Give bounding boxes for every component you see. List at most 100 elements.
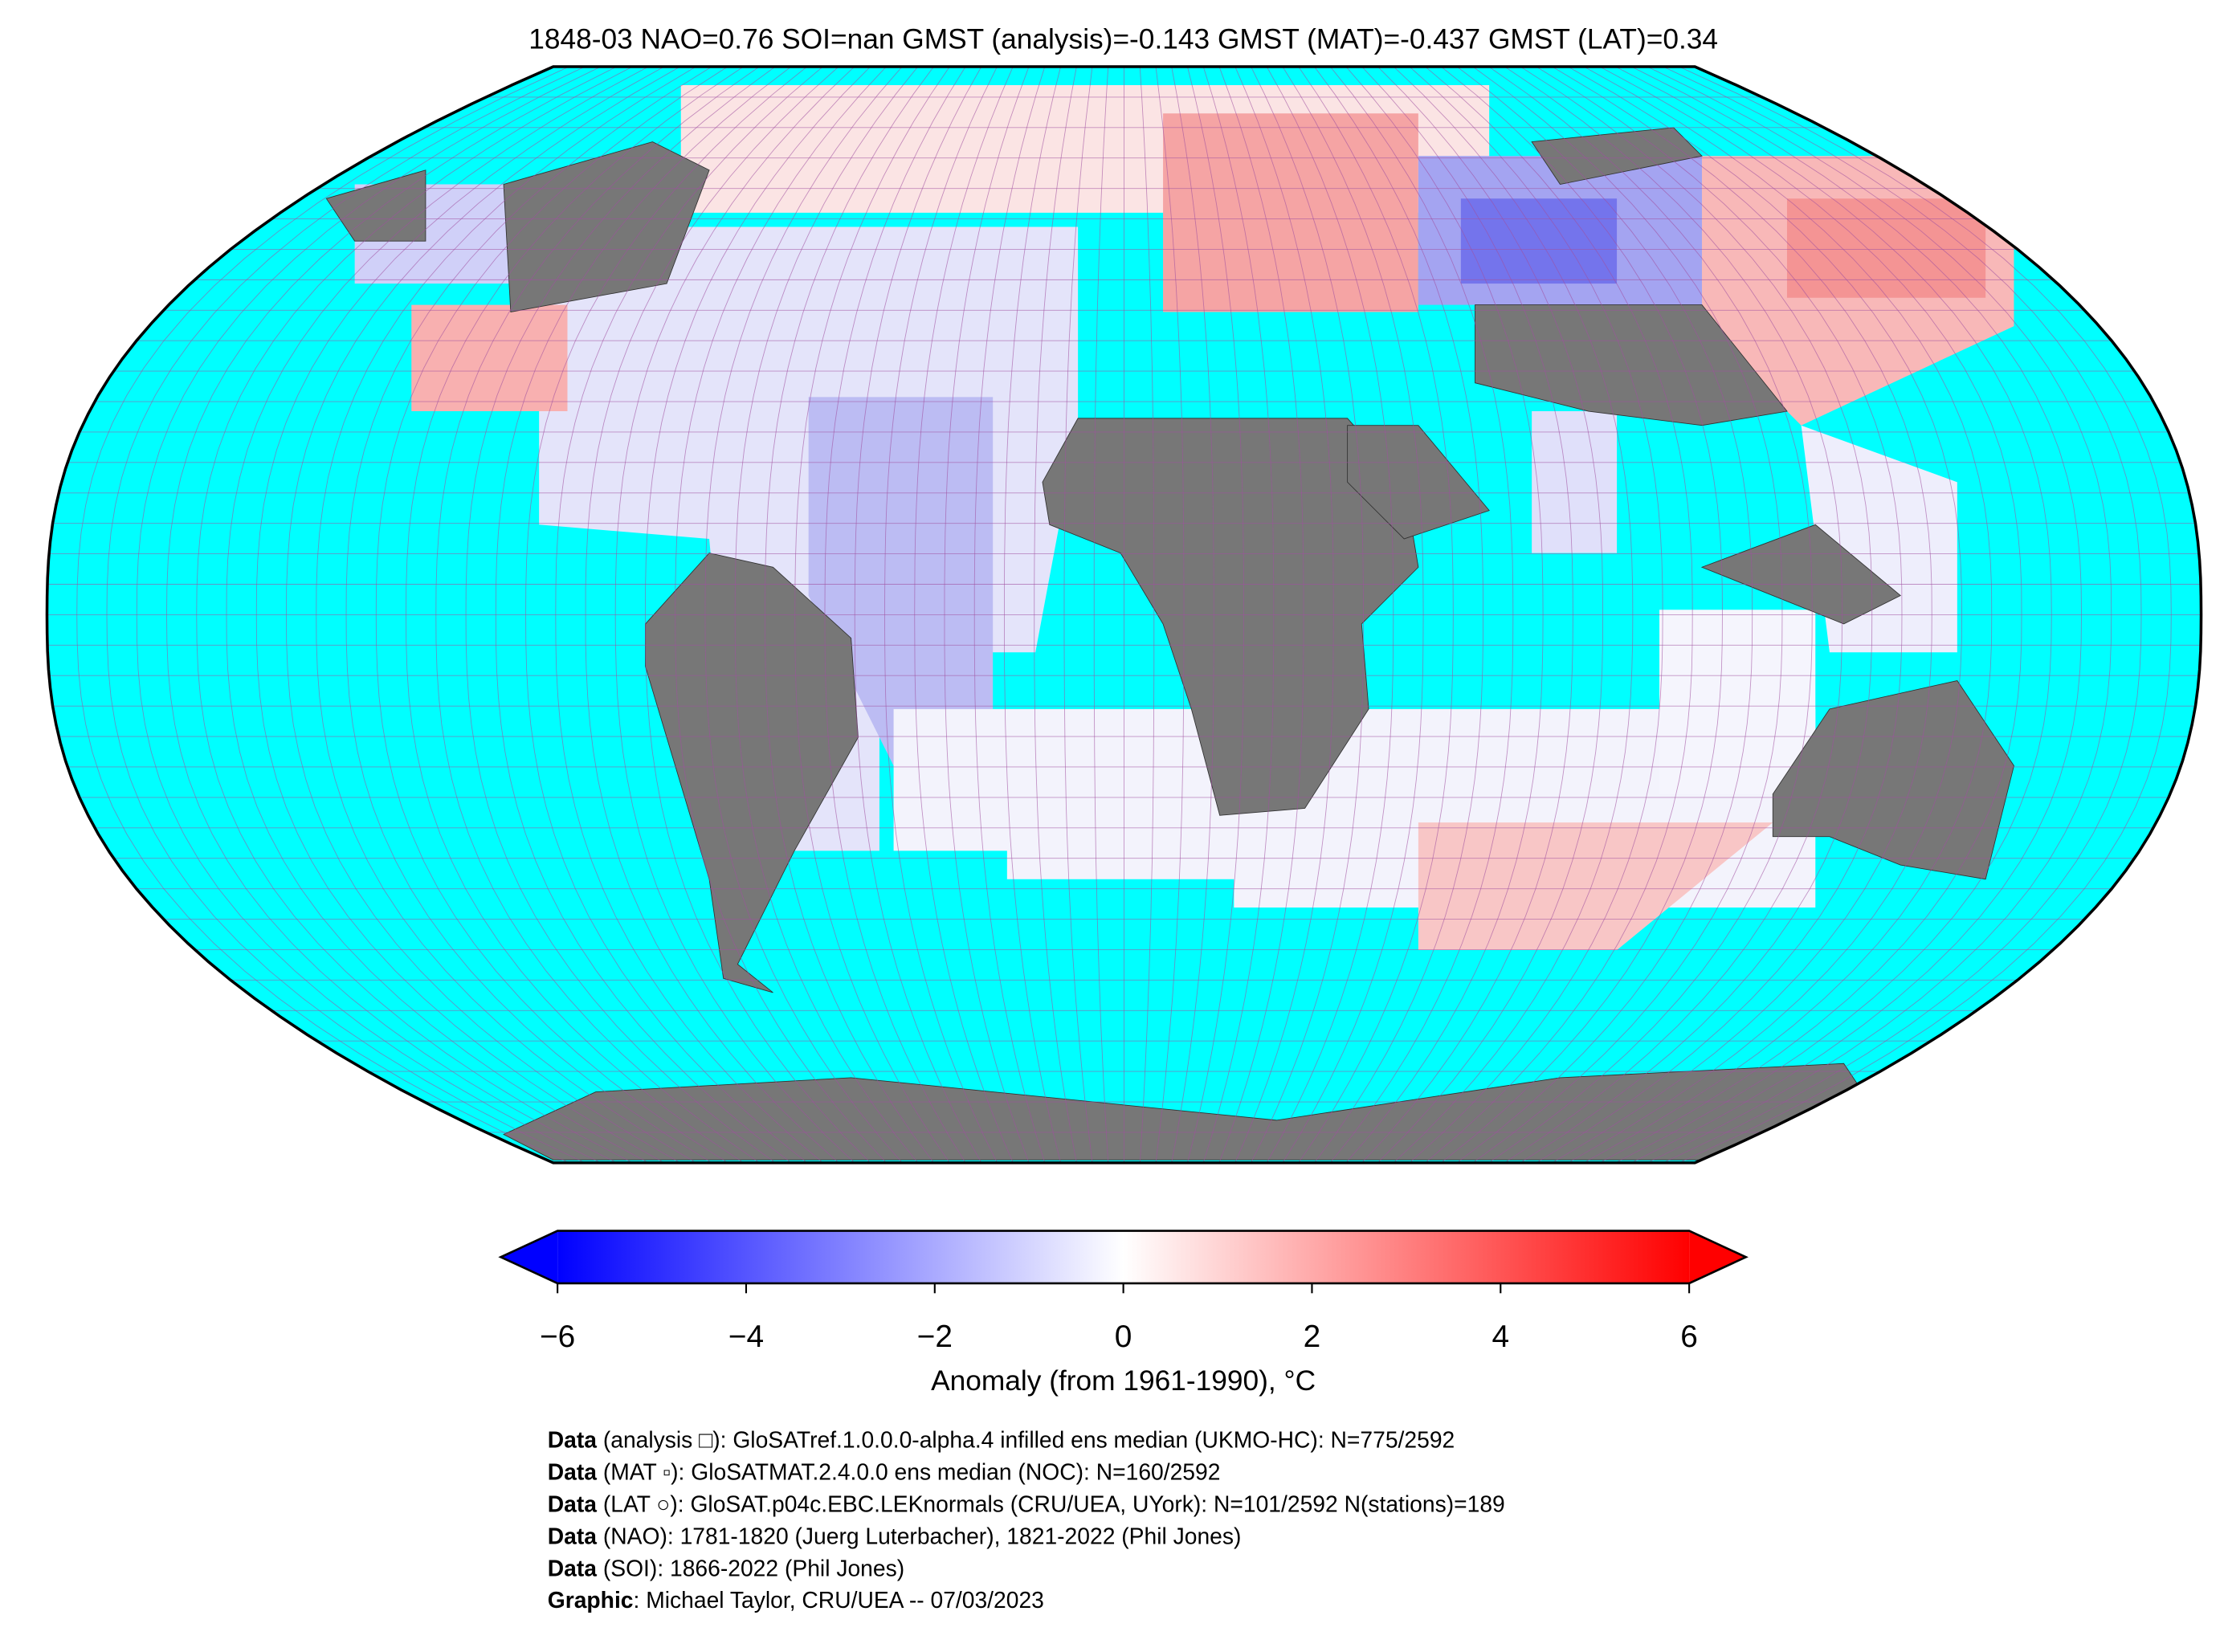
colorbar-tick-label: −6 — [540, 1320, 575, 1354]
credit-key: Data — [548, 1427, 598, 1453]
colorbar-tick-label: −4 — [728, 1320, 764, 1354]
meridian — [286, 66, 680, 1163]
meridian — [1568, 66, 1962, 1163]
meridian — [1599, 66, 2022, 1163]
meridian — [525, 66, 807, 1163]
meridian — [1093, 66, 1109, 1163]
credit-line: Data (analysis □): GloSATref.1.0.0.0-alp… — [548, 1427, 1455, 1453]
meridian — [1298, 66, 1454, 1163]
colorbar-tick-label: −2 — [917, 1320, 953, 1354]
colorbar-label: Anomaly (from 1961-1990), °C — [931, 1365, 1316, 1397]
meridian — [1282, 66, 1424, 1163]
meridian — [555, 66, 823, 1163]
meridian — [1488, 66, 1813, 1163]
meridian — [644, 66, 871, 1163]
credit-text: (analysis □): GloSATref.1.0.0.0-alpha.4 … — [597, 1427, 1455, 1453]
meridian — [1139, 66, 1155, 1163]
credit-key: Data — [548, 1459, 598, 1485]
meridian — [1314, 66, 1484, 1163]
meridian — [406, 66, 744, 1163]
meridian — [1663, 66, 2142, 1163]
meridian — [675, 66, 887, 1163]
meridian — [1187, 66, 1244, 1163]
credit-line: Data (LAT ○): GloSAT.p04c.EBC.LEKnormals… — [548, 1491, 1505, 1517]
credit-line: Data (MAT ▫): GloSATMAT.2.4.0.0 ens medi… — [548, 1459, 1221, 1485]
meridian — [1345, 66, 1544, 1163]
meridian — [794, 66, 950, 1163]
meridian — [1063, 66, 1093, 1163]
meridian — [226, 66, 649, 1163]
credits: Data (analysis □): GloSATref.1.0.0.0-alp… — [548, 1427, 1505, 1613]
colorbar-tick-label: 0 — [1115, 1320, 1132, 1354]
meridian — [1583, 66, 1993, 1163]
meridian — [1456, 66, 1753, 1163]
meridian — [1004, 66, 1062, 1163]
credit-text: : Michael Taylor, CRU/UEA -- 07/03/2023 — [634, 1588, 1044, 1613]
meridian — [375, 66, 728, 1163]
meridian — [495, 66, 792, 1163]
credit-key: Graphic — [548, 1588, 634, 1613]
meridian — [136, 66, 602, 1163]
meridian — [973, 66, 1046, 1163]
meridian — [765, 66, 934, 1163]
meridian — [1441, 66, 1723, 1163]
meridian — [465, 66, 776, 1163]
meridian — [1425, 66, 1693, 1163]
meridian — [1472, 66, 1783, 1163]
colorbar-tick-label: 4 — [1492, 1320, 1509, 1354]
meridian — [316, 66, 696, 1163]
meridian — [734, 66, 919, 1163]
colorbar-bar — [557, 1230, 1690, 1283]
meridian — [884, 66, 998, 1163]
meridian — [1034, 66, 1077, 1163]
meridian — [944, 66, 1030, 1163]
meridian — [1251, 66, 1364, 1163]
meridian — [1155, 66, 1185, 1163]
colorbar-tick-label: 6 — [1680, 1320, 1698, 1354]
meridian — [1202, 66, 1275, 1163]
meridian — [1504, 66, 1842, 1163]
meridian — [704, 66, 903, 1163]
meridian — [1631, 66, 2082, 1163]
meridian — [1329, 66, 1514, 1163]
meridian — [345, 66, 712, 1163]
colorbar-tick-label: 2 — [1304, 1320, 1321, 1354]
credit-text: (MAT ▫): GloSATMAT.2.4.0.0 ens median (N… — [597, 1459, 1220, 1485]
meridian — [76, 66, 569, 1163]
meridian — [1393, 66, 1634, 1163]
meridian — [1377, 66, 1604, 1163]
map-body — [47, 66, 2202, 1163]
meridian — [854, 66, 982, 1163]
meridian — [1536, 66, 1903, 1163]
meridian — [824, 66, 966, 1163]
meridian — [1552, 66, 1932, 1163]
credit-text: (LAT ○): GloSAT.p04c.EBC.LEKnormals (CRU… — [597, 1491, 1505, 1517]
credit-line: Graphic: Michael Taylor, CRU/UEA -- 07/0… — [548, 1588, 1044, 1613]
credit-line: Data (NAO): 1781-1820 (Juerg Luterbacher… — [548, 1524, 1242, 1549]
credit-line: Data (SOI): 1866-2022 (Phil Jones) — [548, 1556, 904, 1581]
colorbar-extend-low — [500, 1230, 558, 1283]
credit-key: Data — [548, 1491, 598, 1517]
meridian — [614, 66, 855, 1163]
credit-key: Data — [548, 1524, 598, 1549]
credit-text: (NAO): 1781-1820 (Juerg Luterbacher), 18… — [597, 1524, 1241, 1549]
meridian — [1266, 66, 1394, 1163]
meridian — [1361, 66, 1573, 1163]
meridian — [585, 66, 839, 1163]
meridian — [166, 66, 617, 1163]
meridian — [196, 66, 633, 1163]
colorbar-extend-high — [1689, 1230, 1746, 1283]
meridian — [1679, 66, 2172, 1163]
map-title: 1848-03 NAO=0.76 SOI=nan GMST (analysis)… — [528, 24, 1718, 55]
meridian — [1171, 66, 1214, 1163]
meridian — [914, 66, 1014, 1163]
meridian — [1234, 66, 1334, 1163]
meridian — [435, 66, 760, 1163]
graticule — [47, 66, 2202, 1163]
map-outline — [45, 65, 2203, 1165]
meridian — [255, 66, 665, 1163]
meridian — [1520, 66, 1873, 1163]
meridian — [1409, 66, 1663, 1163]
credit-key: Data — [548, 1556, 598, 1581]
